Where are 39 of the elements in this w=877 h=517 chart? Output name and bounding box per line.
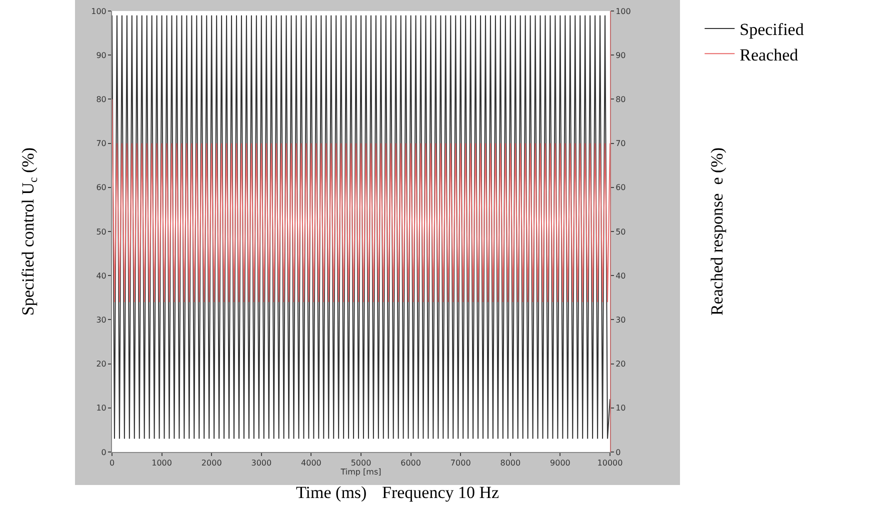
legend-label: Specified: [740, 20, 804, 40]
y2-tick-label: 80: [616, 95, 626, 104]
x-tick-label: 10000: [597, 458, 623, 468]
y2-tick-label: 50: [616, 227, 626, 236]
y2-tick-label: 70: [616, 139, 626, 148]
x-tick-label: 1000: [152, 458, 172, 468]
y-tick-label: 50: [96, 227, 106, 236]
x-tick-label: 4000: [301, 458, 322, 468]
text: Time (ms): [296, 483, 367, 502]
y-tick-label: 20: [96, 360, 106, 369]
y-tick-label: 100: [91, 6, 106, 16]
x-tick-label: 6000: [400, 458, 421, 468]
y-tick-label: 70: [96, 139, 106, 148]
text: Frequency 10 Hz: [382, 483, 500, 502]
y2-tick-label: 40: [616, 271, 626, 280]
x-tick-label: 2000: [201, 458, 222, 468]
y2-tick-label: 20: [616, 360, 626, 369]
y2-axis-title: Reached response e (%): [707, 147, 726, 316]
y2-tick-label: 0: [616, 448, 621, 457]
legend-label: Reached: [740, 45, 799, 64]
y-tick-label: 0: [101, 448, 106, 457]
x-tick-label: 5000: [350, 458, 372, 468]
y-tick-label: 90: [96, 50, 106, 60]
y-tick-label: 10: [96, 404, 106, 413]
x-tick-label: 8000: [500, 458, 521, 468]
y2-tick-label: 60: [616, 183, 626, 192]
y-tick-label: 80: [96, 95, 106, 104]
y-tick-label: 60: [96, 183, 106, 192]
x-axis-title: Timp [ms]: [340, 468, 382, 477]
y2-tick-label: 100: [616, 6, 631, 16]
y2-tick-label: 10: [616, 404, 626, 413]
y2-tick-label: 30: [616, 316, 626, 324]
x-tick-label: 0: [109, 458, 115, 468]
y2-tick-label: 90: [616, 50, 626, 60]
y-tick-label: 40: [96, 271, 106, 280]
x-tick-label: 7000: [450, 458, 471, 468]
y-tick-label: 30: [96, 316, 106, 324]
x-tick-label: 9000: [550, 458, 570, 468]
x-tick-label: 3000: [251, 458, 272, 468]
